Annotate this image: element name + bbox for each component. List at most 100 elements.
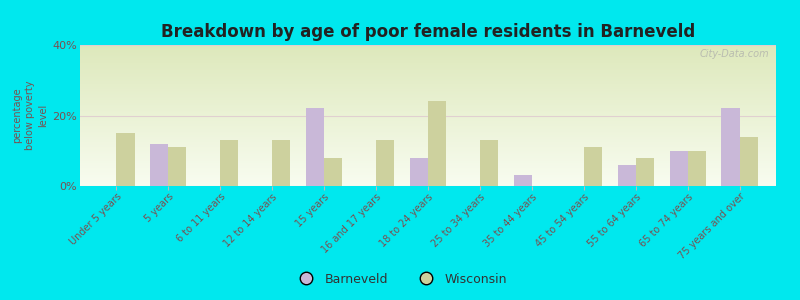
Bar: [618, 165, 636, 186]
Bar: [80, 162, 776, 163]
Bar: [514, 176, 532, 186]
Bar: [80, 181, 776, 182]
Bar: [80, 140, 776, 141]
Bar: [80, 92, 776, 93]
Bar: [80, 137, 776, 138]
Y-axis label: percentage
below poverty
level: percentage below poverty level: [12, 81, 48, 150]
Bar: [80, 121, 776, 122]
Bar: [80, 115, 776, 116]
Bar: [80, 48, 776, 49]
Bar: [80, 113, 776, 114]
Bar: [168, 147, 186, 186]
Bar: [80, 131, 776, 132]
Bar: [80, 60, 776, 61]
Bar: [324, 158, 342, 186]
Bar: [80, 155, 776, 156]
Bar: [80, 97, 776, 98]
Bar: [636, 158, 654, 186]
Bar: [80, 51, 776, 52]
Bar: [80, 174, 776, 175]
Bar: [80, 86, 776, 87]
Bar: [722, 108, 740, 186]
Bar: [80, 170, 776, 171]
Bar: [670, 151, 688, 186]
Bar: [80, 67, 776, 68]
Bar: [80, 76, 776, 77]
Bar: [80, 46, 776, 47]
Bar: [80, 154, 776, 155]
Bar: [220, 140, 238, 186]
Bar: [80, 99, 776, 100]
Bar: [80, 172, 776, 173]
Bar: [80, 45, 776, 46]
Legend: Barneveld, Wisconsin: Barneveld, Wisconsin: [288, 268, 512, 291]
Bar: [80, 159, 776, 160]
Bar: [80, 54, 776, 55]
Bar: [80, 50, 776, 51]
Title: Breakdown by age of poor female residents in Barneveld: Breakdown by age of poor female resident…: [161, 23, 695, 41]
Bar: [80, 118, 776, 119]
Bar: [80, 87, 776, 88]
Bar: [80, 63, 776, 64]
Bar: [80, 141, 776, 142]
Bar: [80, 107, 776, 108]
Bar: [80, 122, 776, 123]
Bar: [80, 52, 776, 53]
Bar: [428, 101, 446, 186]
Bar: [80, 112, 776, 113]
Bar: [150, 144, 168, 186]
Bar: [80, 166, 776, 167]
Bar: [272, 140, 290, 186]
Bar: [80, 167, 776, 168]
Bar: [80, 72, 776, 73]
Bar: [80, 83, 776, 84]
Bar: [80, 152, 776, 153]
Bar: [80, 139, 776, 140]
Bar: [80, 61, 776, 62]
Bar: [80, 133, 776, 134]
Bar: [80, 149, 776, 150]
Text: City-Data.com: City-Data.com: [699, 49, 769, 59]
Bar: [80, 119, 776, 120]
Bar: [80, 171, 776, 172]
Bar: [80, 164, 776, 165]
Bar: [80, 123, 776, 124]
Bar: [80, 68, 776, 69]
Bar: [80, 169, 776, 170]
Bar: [80, 185, 776, 186]
Bar: [80, 69, 776, 70]
Bar: [80, 82, 776, 83]
Bar: [740, 136, 758, 186]
Bar: [80, 156, 776, 157]
Bar: [80, 180, 776, 181]
Bar: [80, 71, 776, 72]
Bar: [80, 80, 776, 81]
Bar: [80, 145, 776, 146]
Bar: [116, 133, 134, 186]
Bar: [80, 147, 776, 148]
Bar: [80, 151, 776, 152]
Bar: [80, 138, 776, 139]
Bar: [80, 109, 776, 110]
Bar: [80, 144, 776, 145]
Bar: [80, 136, 776, 137]
Bar: [80, 90, 776, 91]
Bar: [80, 173, 776, 174]
Bar: [80, 65, 776, 66]
Bar: [80, 114, 776, 115]
Bar: [80, 135, 776, 136]
Bar: [80, 178, 776, 179]
Bar: [80, 103, 776, 104]
Bar: [80, 143, 776, 144]
Bar: [80, 182, 776, 183]
Bar: [80, 129, 776, 130]
Bar: [80, 111, 776, 112]
Bar: [80, 62, 776, 63]
Bar: [80, 70, 776, 71]
Bar: [80, 158, 776, 159]
Bar: [80, 125, 776, 126]
Bar: [80, 108, 776, 109]
Bar: [80, 150, 776, 151]
Bar: [80, 74, 776, 75]
Bar: [80, 98, 776, 99]
